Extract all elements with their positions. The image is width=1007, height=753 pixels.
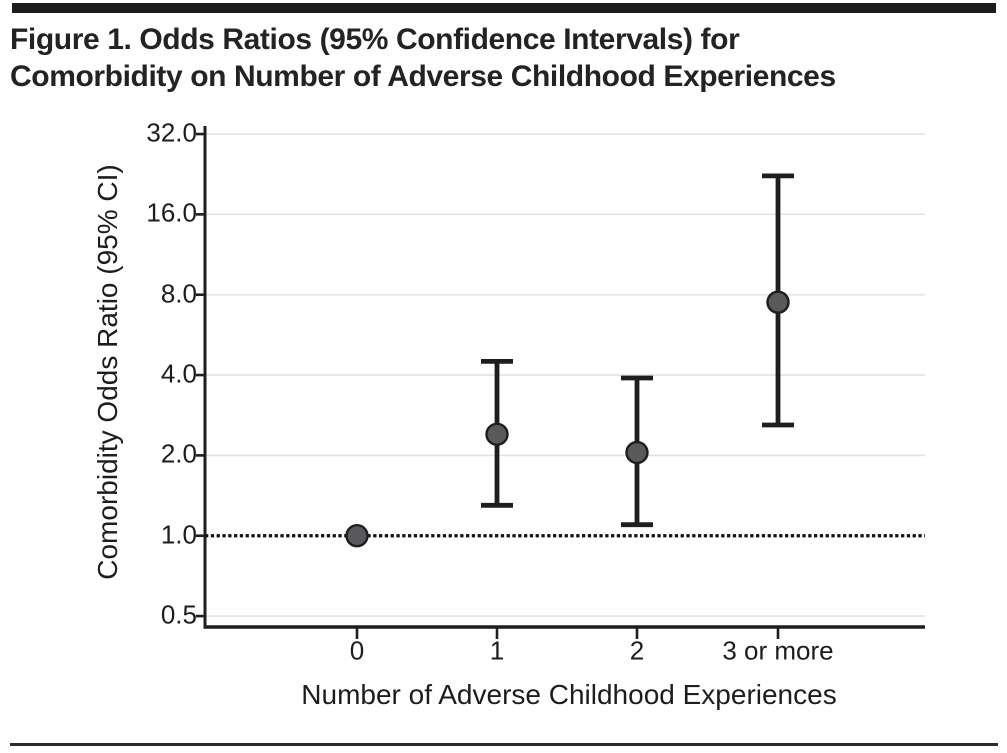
y-tick-label: 2.0 (160, 438, 197, 469)
y-tick-label: 8.0 (160, 277, 197, 308)
x-tick-label: 2 (629, 635, 645, 666)
y-tick-label: 1.0 (160, 518, 197, 549)
top-rule-bar (12, 3, 996, 13)
figure-title-line1: Figure 1. Odds Ratios (95% Confidence In… (10, 23, 740, 56)
x-tick-label: 3 or more (722, 635, 834, 666)
x-axis-title: Number of Adverse Childhood Experiences (301, 679, 837, 710)
y-tick-label: 32.0 (146, 117, 197, 148)
y-axis-title: Comorbidity Odds Ratio (95% CI) (92, 164, 123, 580)
data-point-marker (345, 524, 369, 548)
bottom-rule-line (10, 743, 998, 746)
y-tick-label: 16.0 (146, 197, 197, 228)
figure-title: Figure 1. Odds Ratios (95% Confidence In… (10, 21, 1000, 95)
figure-title-line2: Comorbidity on Number of Adverse Childho… (10, 60, 836, 93)
x-tick-label: 0 (349, 635, 365, 666)
data-point-marker (485, 422, 509, 446)
x-tick-label: 1 (489, 635, 505, 666)
data-point-marker (766, 290, 790, 314)
y-tick-label: 4.0 (160, 358, 197, 389)
data-point-marker (625, 440, 649, 465)
y-tick-label: 0.5 (160, 599, 197, 630)
